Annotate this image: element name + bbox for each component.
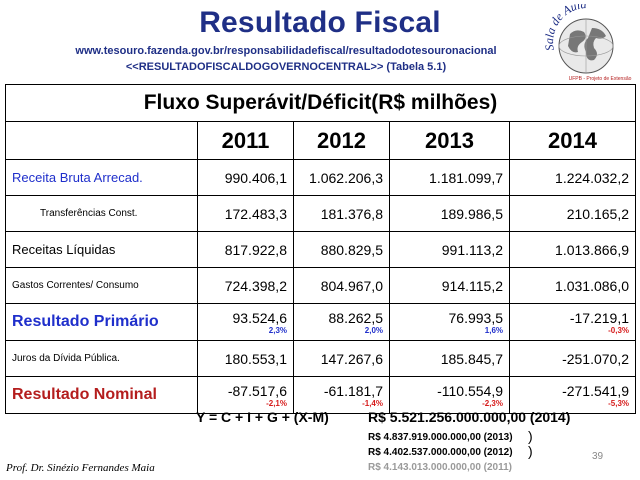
cell-value: 817.922,8 bbox=[197, 231, 294, 268]
cell-percent: -1,4% bbox=[362, 399, 383, 408]
cell-percent: 2,3% bbox=[268, 326, 287, 335]
row-label: Juros da Dívida Pública. bbox=[5, 340, 198, 377]
gdp-2011: R$ 4.143.013.000.000,00 (2011) bbox=[368, 462, 513, 473]
row-label: Receitas Líquidas bbox=[5, 231, 198, 268]
page-number: 39 bbox=[592, 451, 604, 462]
cell-value: -110.554,9 bbox=[437, 383, 503, 399]
gdp-2013: R$ 4.837.919.000.000,00 (2013) bbox=[368, 432, 513, 443]
bracket-mark: ) bbox=[528, 428, 533, 444]
cell-value: 1.013.866,9 bbox=[508, 231, 637, 268]
cell-value: 185.845,7 bbox=[389, 340, 510, 377]
cell-percent: -2,1% bbox=[266, 399, 287, 408]
cell-percent: 2,0% bbox=[364, 326, 383, 335]
cell-value: 189.986,5 bbox=[389, 195, 510, 232]
cell-value: 1.224.032,2 bbox=[508, 159, 637, 196]
table-row-primary-result: Resultado Primário 93.524,6 2,3% 88.262,… bbox=[5, 303, 637, 341]
cell-value: 1.181.099,7 bbox=[389, 159, 510, 196]
cell-value: -87.517,6 bbox=[227, 383, 287, 399]
gdp-formula: Y = C + I + G + (X-M) bbox=[196, 409, 329, 425]
gdp-2014: R$ 5.521.256.000.000,00 (2014) bbox=[368, 409, 571, 425]
table-row: Juros da Dívida Pública. 180.553,1 147.2… bbox=[5, 340, 637, 377]
logo: Sala de Aula UFPB - Projeto de Extensão bbox=[542, 4, 632, 82]
gdp-2012: R$ 4.402.537.000.000,00 (2012) bbox=[368, 447, 513, 458]
fiscal-table: Fluxo Superávit/Déficit(R$ milhões) 2011… bbox=[4, 84, 637, 414]
year-header: 2011 bbox=[197, 121, 294, 160]
cell-percent: 1,6% bbox=[484, 326, 503, 335]
cell-value: 1.062.206,3 bbox=[293, 159, 390, 196]
year-row: 2011 2012 2013 2014 bbox=[5, 121, 637, 160]
table-row-nominal-result: Resultado Nominal -87.517,6 -2,1% -61.18… bbox=[5, 376, 637, 414]
row-label: Resultado Primário bbox=[5, 303, 198, 341]
cell-value: -271.541,9 bbox=[562, 383, 630, 399]
cell-value: 172.483,3 bbox=[197, 195, 294, 232]
cell-value: 181.376,8 bbox=[293, 195, 390, 232]
cell-value: 76.993,5 bbox=[448, 310, 504, 326]
cell-value: -17.219,1 bbox=[569, 310, 630, 326]
row-label: Resultado Nominal bbox=[5, 376, 198, 414]
table-row: Receitas Líquidas 817.922,8 880.829,5 99… bbox=[5, 231, 637, 268]
table-row: Transferências Const. 172.483,3 181.376,… bbox=[5, 195, 637, 232]
cell-value: -61.181,7 bbox=[323, 383, 383, 399]
table-row: Gastos Correntes/ Consumo 724.398,2 804.… bbox=[5, 267, 637, 304]
cell-value: 147.267,6 bbox=[293, 340, 390, 377]
cell-value: 990.406,1 bbox=[197, 159, 294, 196]
source-url: www.tesouro.fazenda.gov.br/responsabilid… bbox=[75, 45, 497, 57]
cell-percent: -2,3% bbox=[482, 399, 503, 408]
year-header: 2013 bbox=[389, 121, 510, 160]
cell-value: 724.398,2 bbox=[197, 267, 294, 304]
table-heading: Fluxo Superávit/Déficit(R$ milhões) bbox=[4, 84, 637, 122]
cell-value: 1.031.086,0 bbox=[508, 267, 637, 304]
cell-percent: -5,3% bbox=[608, 399, 630, 408]
cell-value: 180.553,1 bbox=[197, 340, 294, 377]
logo-subtitle: UFPB - Projeto de Extensão bbox=[569, 76, 632, 82]
cell-value: 210.165,2 bbox=[508, 195, 637, 232]
cell-value: 914.115,2 bbox=[389, 267, 510, 304]
year-header: 2014 bbox=[508, 121, 637, 160]
cell-value: 991.113,2 bbox=[389, 231, 510, 268]
author-signature: Prof. Dr. Sinézio Fernandes Maia bbox=[6, 462, 155, 474]
table-heading-row: Fluxo Superávit/Déficit(R$ milhões) bbox=[4, 84, 637, 122]
row-label: Receita Bruta Arrecad. bbox=[5, 159, 198, 196]
table-row: Receita Bruta Arrecad. 990.406,1 1.062.2… bbox=[5, 159, 637, 196]
cell-value: 88.262,5 bbox=[328, 310, 384, 326]
cell-value: 93.524,6 bbox=[232, 310, 288, 326]
cell-value: 880.829,5 bbox=[293, 231, 390, 268]
row-label: Transferências Const. bbox=[5, 195, 198, 232]
year-header: 2012 bbox=[293, 121, 390, 160]
cell-value: 804.967,0 bbox=[293, 267, 390, 304]
globe-icon bbox=[558, 18, 614, 74]
row-label: Gastos Correntes/ Consumo bbox=[5, 267, 198, 304]
cell-percent: -0,3% bbox=[608, 326, 630, 335]
page-title: Resultado Fiscal bbox=[199, 6, 441, 39]
bracket-mark: ) bbox=[528, 443, 533, 459]
year-corner bbox=[5, 121, 198, 160]
cell-value: -251.070,2 bbox=[508, 340, 637, 377]
table-reference: <<RESULTADOFISCALDOGOVERNOCENTRAL>> (Tab… bbox=[125, 61, 447, 73]
